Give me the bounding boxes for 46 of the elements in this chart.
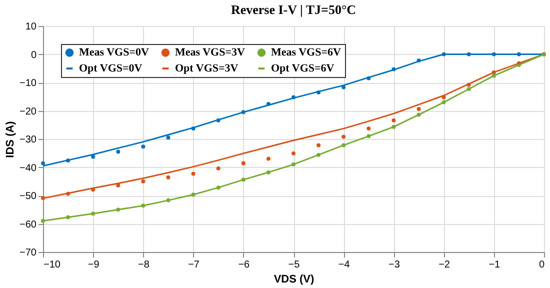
point [292,151,296,156]
legend-label: Opt VGS=0V [79,62,142,74]
point [191,172,196,176]
point [392,118,396,122]
y-tick-label: −20 [20,106,37,118]
point [342,134,346,139]
chart-title: Reverse I-V | TJ=50°C [230,2,356,17]
x-tick-label: −2 [438,260,450,270]
x-tick-label: −10 [44,260,61,270]
point [166,136,170,140]
y-tick-label: −40 [20,162,37,174]
y-tick-label: −70 [20,248,37,258]
x-tick-label: −5 [288,260,300,270]
y-tick-label: −60 [20,219,37,230]
x-tick-label: −4 [338,260,350,270]
point [266,156,270,161]
x-tick-label: −7 [188,260,200,270]
y-tick-label: −10 [20,78,37,89]
legend-label: Opt VGS=6V [271,62,334,74]
legend-label: Meas VGS=3V [175,46,245,59]
point [41,161,45,166]
point [141,179,146,184]
x-tick-label: −8 [138,260,150,270]
legend-label: Opt VGS=3V [175,62,238,74]
y-tick-label: 0 [30,50,37,61]
point [416,107,421,112]
x-tick-label: −1 [488,260,501,270]
point [216,166,220,170]
point [366,126,371,131]
point [141,144,146,149]
point [116,150,120,154]
x-axis-title: VDS (V) [274,274,314,286]
y-tick-label: 10 [25,22,37,32]
point [316,143,321,148]
point [241,161,246,166]
x-tick-label: 0 [538,260,545,270]
point [91,154,96,159]
y-tick-label: −30 [20,134,37,146]
legend-label: Meas VGS=0V [79,46,149,59]
point [166,175,170,180]
y-axis-title: IDS (A) [4,120,17,158]
x-tick-label: −6 [238,260,250,270]
x-tick-label: −3 [388,260,400,270]
y-tick-label: −50 [20,191,37,202]
legend-label: Meas VGS=6V [271,46,341,59]
x-tick-label: −9 [88,260,100,270]
